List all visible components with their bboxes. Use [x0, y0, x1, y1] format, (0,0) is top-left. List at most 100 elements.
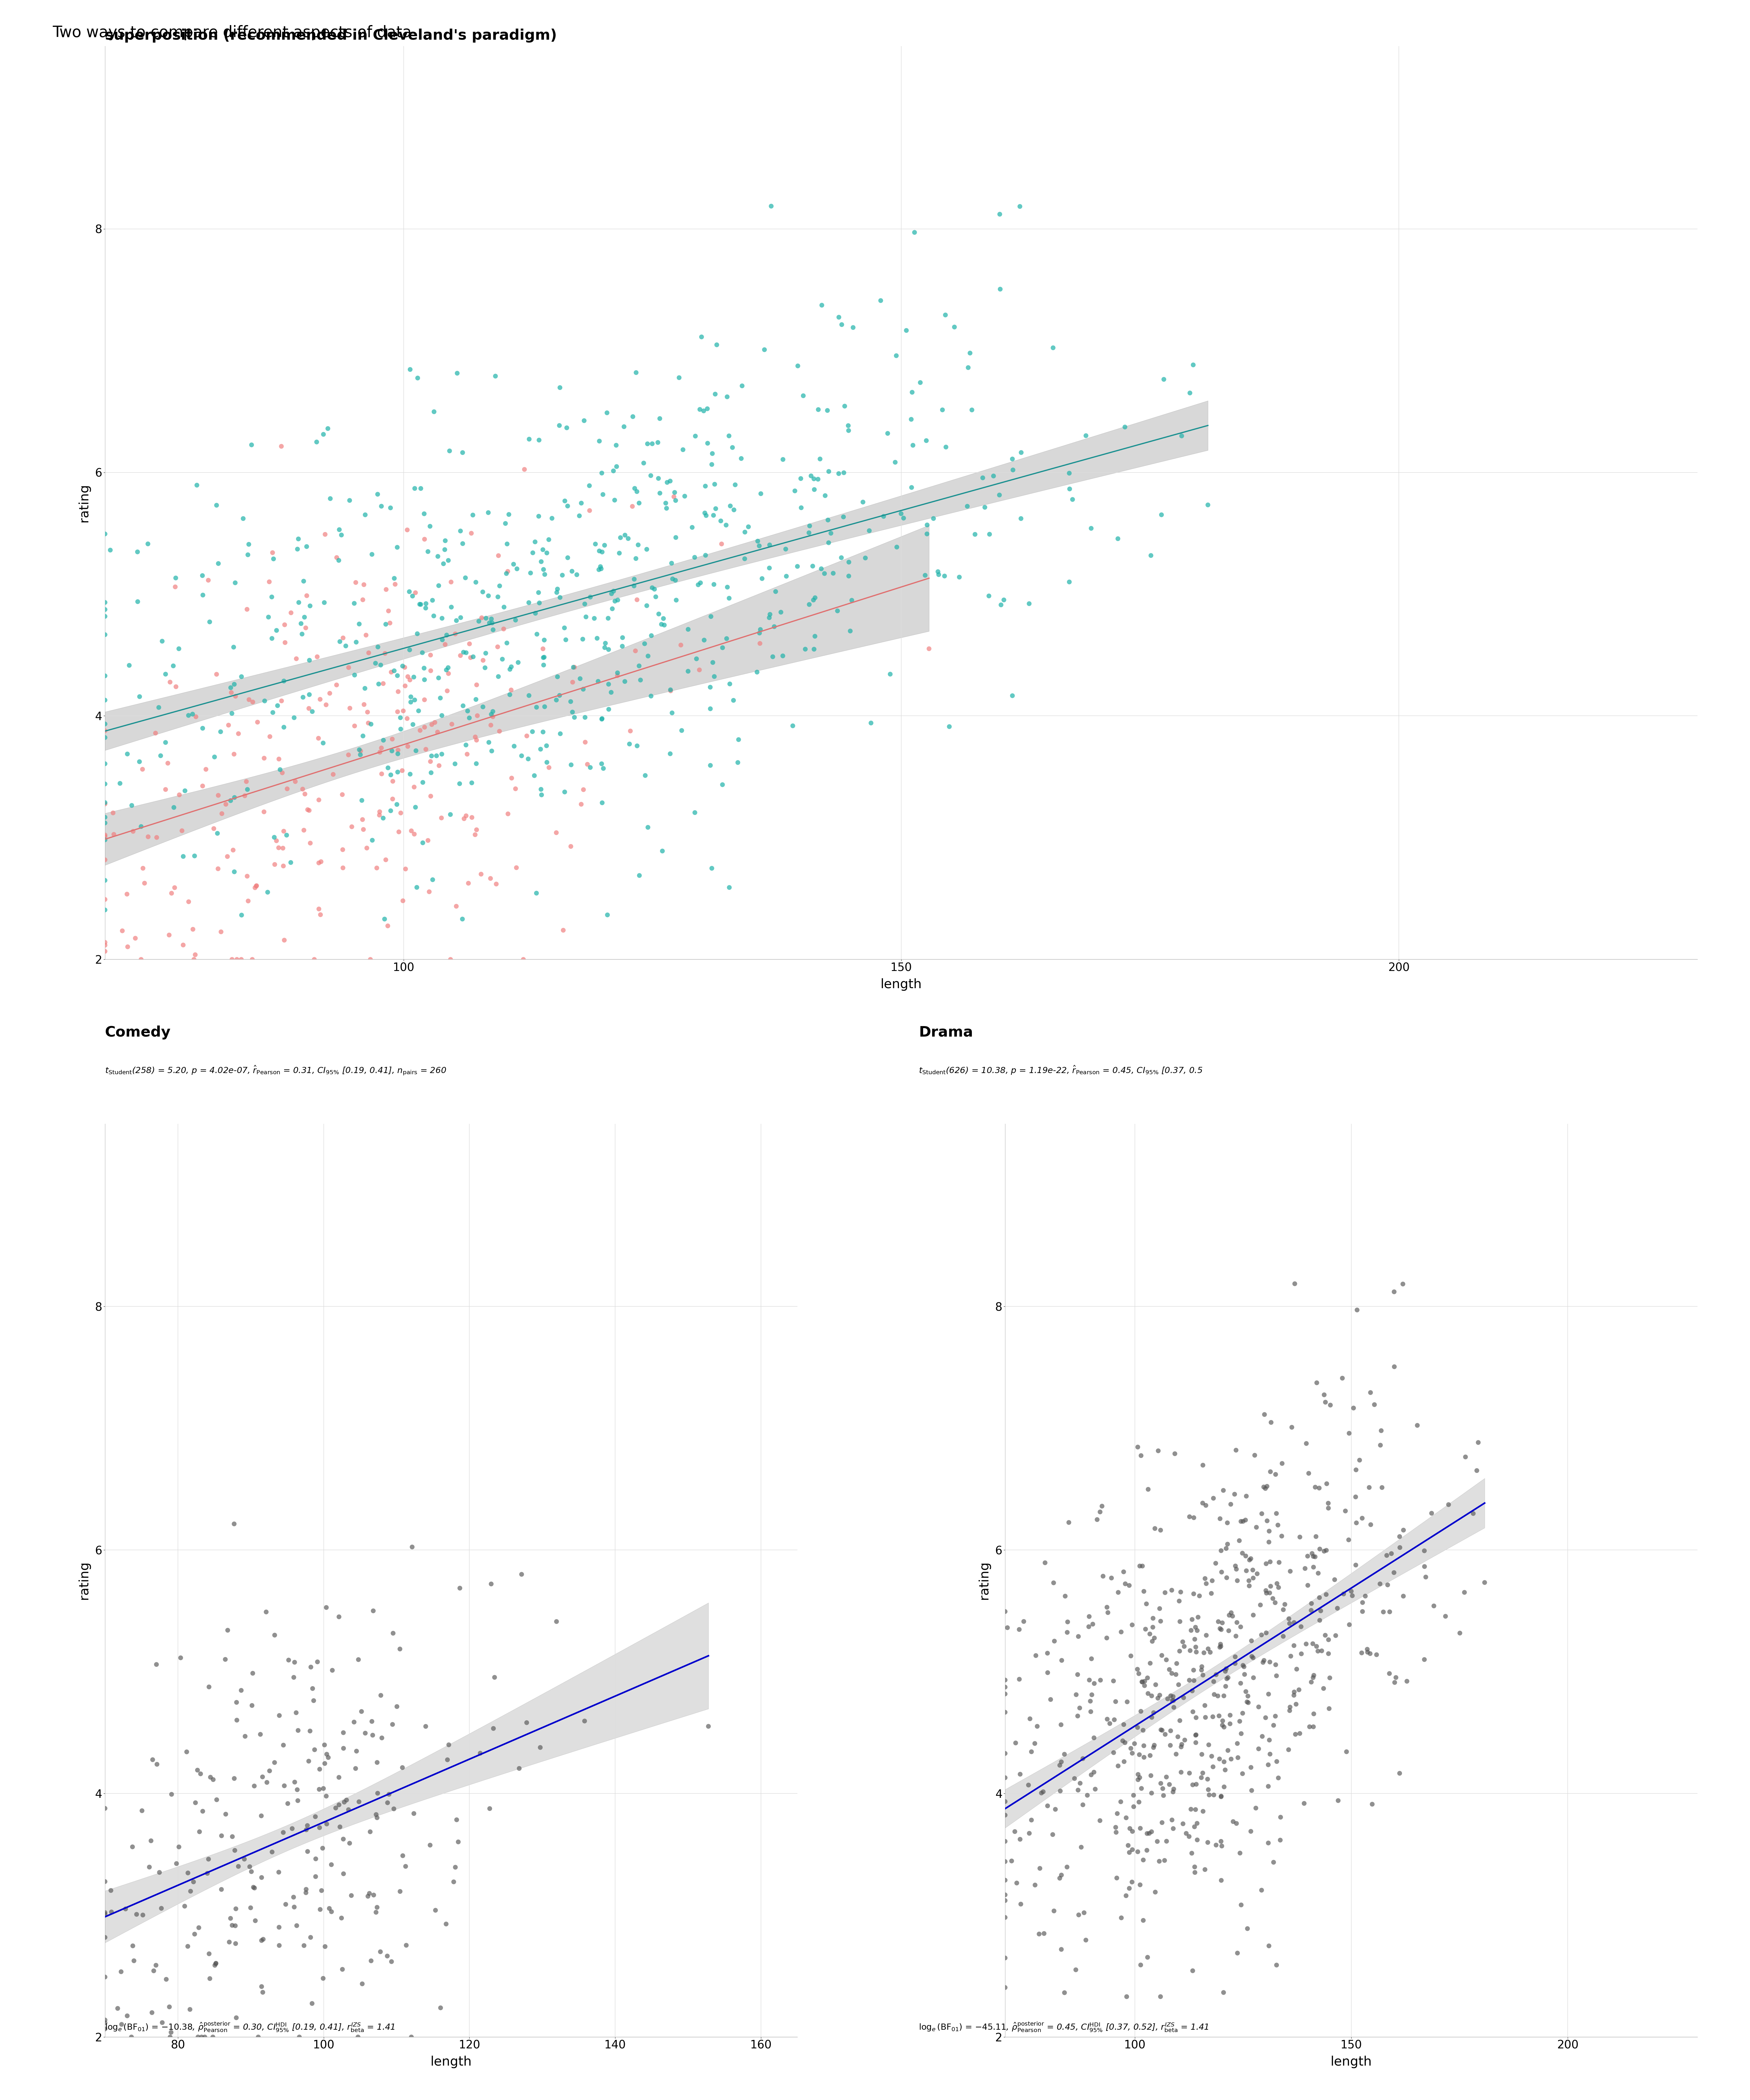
Comedy: [464, 699, 492, 733]
Drama: [656, 672, 684, 706]
Drama: [261, 821, 289, 855]
Comedy: [119, 815, 147, 848]
Point: [91, 1959, 119, 1993]
Point: [1300, 1659, 1328, 1693]
Point: [359, 1705, 387, 1739]
Point: [240, 1871, 268, 1905]
Point: [180, 1865, 208, 1898]
Drama: [933, 430, 961, 464]
Drama: [824, 594, 852, 628]
Point: [1239, 1661, 1267, 1695]
Drama: [567, 487, 595, 521]
Drama: [686, 393, 714, 426]
Drama: [478, 735, 506, 769]
Comedy: [394, 729, 422, 762]
Comedy: [483, 867, 511, 901]
Drama: [693, 426, 721, 460]
Drama: [954, 351, 982, 384]
Point: [1332, 1735, 1360, 1768]
Drama: [560, 651, 588, 685]
Comedy: [329, 850, 357, 884]
Point: [336, 1827, 364, 1861]
Drama: [91, 586, 119, 620]
Point: [378, 1707, 406, 1741]
Drama: [800, 462, 828, 496]
Point: [1206, 1611, 1234, 1644]
Point: [380, 1791, 408, 1825]
Point: [292, 1873, 320, 1907]
Point: [119, 1829, 147, 1863]
Point: [1192, 1567, 1220, 1600]
Drama: [999, 443, 1027, 477]
Point: [1223, 1741, 1251, 1774]
Point: [1209, 1709, 1237, 1743]
Drama: [761, 575, 789, 609]
Drama: [481, 359, 509, 393]
Drama: [656, 464, 684, 498]
Drama: [217, 670, 245, 704]
Point: [1302, 1470, 1330, 1504]
Point: [280, 1766, 308, 1800]
Drama: [758, 189, 786, 223]
Point: [212, 1798, 240, 1831]
Point: [1194, 1772, 1222, 1806]
Point: [1377, 1537, 1405, 1571]
Drama: [646, 401, 674, 435]
Point: [1376, 1596, 1404, 1630]
Comedy: [382, 567, 410, 601]
Point: [1181, 1856, 1209, 1890]
Drama: [716, 489, 744, 523]
Drama: [303, 424, 331, 458]
Point: [1183, 1823, 1211, 1856]
Comedy: [250, 741, 278, 775]
Point: [1064, 1772, 1092, 1806]
Drama: [569, 672, 597, 706]
Comedy: [91, 714, 119, 748]
Comedy: [411, 710, 439, 743]
Point: [273, 1787, 301, 1821]
Point: [1194, 1632, 1222, 1665]
Point: [149, 2006, 177, 2039]
Point: [1312, 1577, 1340, 1611]
Point: [1302, 1630, 1330, 1663]
Drama: [420, 598, 448, 632]
Point: [1181, 1810, 1209, 1844]
Point: [200, 1762, 228, 1796]
Comedy: [270, 848, 298, 882]
Comedy: [378, 764, 406, 798]
Comedy: [453, 737, 481, 771]
Comedy: [341, 710, 369, 743]
Point: [1120, 1779, 1148, 1812]
Drama: [681, 796, 709, 830]
Point: [1270, 1588, 1298, 1621]
Point: [1227, 1888, 1255, 1922]
Point: [506, 1751, 534, 1785]
Point: [1367, 1567, 1395, 1600]
Comedy: [235, 682, 262, 716]
Comedy: [114, 878, 142, 911]
Point: [236, 1890, 264, 1924]
Drama: [469, 575, 497, 609]
Point: [1004, 1613, 1032, 1646]
Drama: [149, 624, 177, 657]
Point: [1125, 1550, 1153, 1583]
Drama: [990, 584, 1018, 617]
Point: [1160, 1684, 1188, 1718]
Point: [257, 1835, 285, 1869]
Point: [990, 1663, 1018, 1697]
Point: [1031, 1917, 1059, 1951]
Drama: [493, 626, 522, 659]
Drama: [91, 806, 119, 840]
Drama: [178, 697, 206, 731]
Drama: [257, 580, 285, 613]
Point: [1214, 1615, 1242, 1648]
Drama: [639, 571, 667, 605]
Drama: [203, 817, 231, 851]
Drama: [714, 571, 742, 605]
Point: [240, 1768, 268, 1802]
Point: [1102, 1810, 1130, 1844]
Drama: [376, 794, 404, 827]
Point: [1115, 1569, 1143, 1602]
Drama: [516, 556, 544, 590]
Point: [1262, 1949, 1290, 1982]
